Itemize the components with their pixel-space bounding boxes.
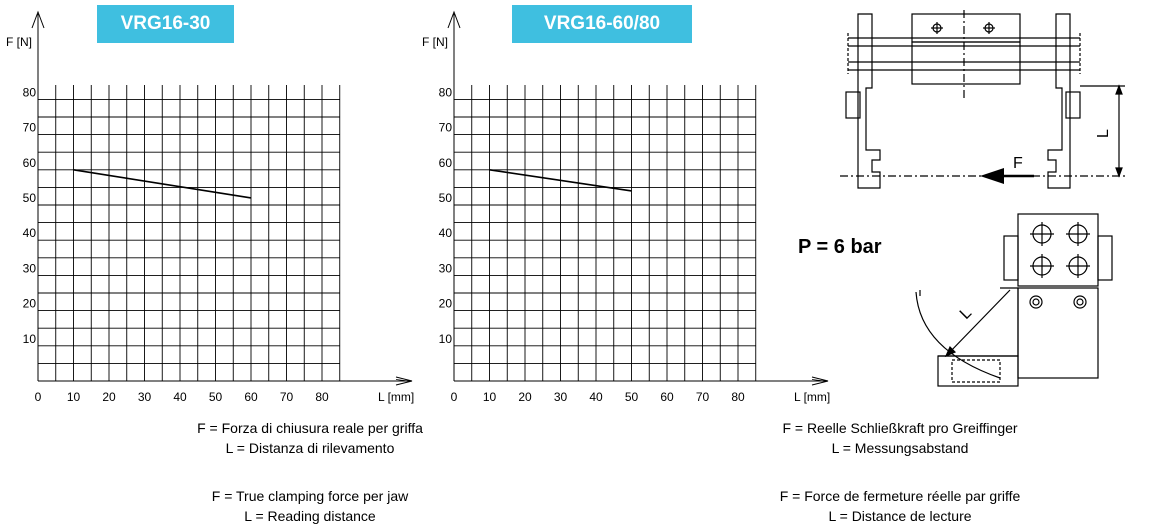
model-tag-vrg16-30: VRG16-30 xyxy=(97,5,234,43)
x-tick-label: 40 xyxy=(173,390,187,404)
y-tick-label: 40 xyxy=(439,226,453,240)
x-tick-label: 40 xyxy=(589,390,603,404)
force-arrow-icon xyxy=(980,168,1004,184)
pressure-label: P = 6 bar xyxy=(798,236,882,258)
y-tick-label: 10 xyxy=(23,332,37,346)
y-tick-label: 60 xyxy=(23,156,37,170)
caption-italian: F = Forza di chiusura reale per griffa L… xyxy=(90,418,530,458)
x-axis-arrow-icon xyxy=(395,376,413,386)
x-tick-label: 60 xyxy=(244,390,258,404)
x-axis-arrow-icon xyxy=(811,379,825,382)
y-tick-label: 30 xyxy=(439,261,453,275)
x-tick-label: 80 xyxy=(315,390,329,404)
caption-line: L = Reading distance xyxy=(244,508,376,524)
caption-french: F = Force de fermeture réelle par griffe… xyxy=(660,486,1140,526)
x-tick-label: 70 xyxy=(280,390,294,404)
y-tick-label: 50 xyxy=(23,191,37,205)
x-tick-label: 20 xyxy=(102,390,116,404)
y-tick-label: 30 xyxy=(23,261,37,275)
chart-1: 0 10 20 30 40 50 60 70 80 10 20 30 40 50 60 70 80 F [N] L … xyxy=(6,10,414,404)
caption-line: F = Reelle Schließkraft pro Greiffinger xyxy=(782,420,1018,436)
y-tick-label: 80 xyxy=(439,85,453,99)
y-axis-label: F [N] xyxy=(6,35,32,49)
y-tick-label: 80 xyxy=(23,85,37,99)
x-tick-label: 80 xyxy=(731,390,745,404)
x-tick-label: 70 xyxy=(696,390,710,404)
series-line xyxy=(489,169,632,192)
x-axis-arrow-icon xyxy=(811,376,829,386)
caption-line: F = True clamping force per jaw xyxy=(211,488,409,504)
series-line xyxy=(73,169,252,199)
x-tick-label: 20 xyxy=(518,390,532,404)
x-tick-label: 10 xyxy=(67,390,81,404)
x-axis-arrow-icon xyxy=(395,379,409,382)
x-tick-label: 50 xyxy=(209,390,223,404)
x-axis-label: L [mm] xyxy=(794,390,830,404)
caption-line: L = Distanza di rilevamento xyxy=(225,440,395,456)
y-tick-label: 50 xyxy=(439,191,453,205)
side-distance-label: L xyxy=(957,304,975,322)
y-tick-label: 20 xyxy=(439,297,453,311)
gripper-side-view xyxy=(915,213,1113,387)
model-tag-vrg16-60-80: VRG16-60/80 xyxy=(512,5,692,43)
y-tick-label: 10 xyxy=(439,332,453,346)
caption-english: F = True clamping force per jaw L = Read… xyxy=(90,486,530,526)
force-label: F xyxy=(1013,155,1023,172)
y-tick-label: 20 xyxy=(23,297,37,311)
y-axis-arrow-icon xyxy=(31,10,45,29)
x-tick-label: 0 xyxy=(35,390,42,404)
caption-line: F = Forza di chiusura reale per griffa xyxy=(197,420,423,436)
distance-label: L xyxy=(1095,129,1112,138)
x-tick-label: 60 xyxy=(660,390,674,404)
y-tick-label: 40 xyxy=(23,226,37,240)
caption-line: L = Messungsabstand xyxy=(831,440,969,456)
caption-german: F = Reelle Schließkraft pro Greiffinger … xyxy=(660,418,1140,458)
x-tick-label: 30 xyxy=(138,390,152,404)
y-axis-arrow-icon xyxy=(447,10,461,29)
y-tick-label: 60 xyxy=(439,156,453,170)
x-tick-label: 10 xyxy=(483,390,497,404)
y-tick-label: 70 xyxy=(23,121,37,135)
y-axis-label: F [N] xyxy=(422,35,448,49)
x-tick-label: 30 xyxy=(554,390,568,404)
caption-line: F = Force de fermeture réelle par griffe xyxy=(779,488,1021,504)
y-tick-label: 70 xyxy=(439,121,453,135)
x-tick-label: 0 xyxy=(451,390,458,404)
caption-line: L = Distance de lecture xyxy=(828,508,972,524)
chart-2: 0 10 20 30 40 50 60 70 80 10 20 30 40 50 60 70 80 F [N] L … xyxy=(422,10,830,404)
x-tick-label: 50 xyxy=(625,390,639,404)
x-axis-label: L [mm] xyxy=(378,390,414,404)
gripper-top-view xyxy=(840,10,1125,189)
